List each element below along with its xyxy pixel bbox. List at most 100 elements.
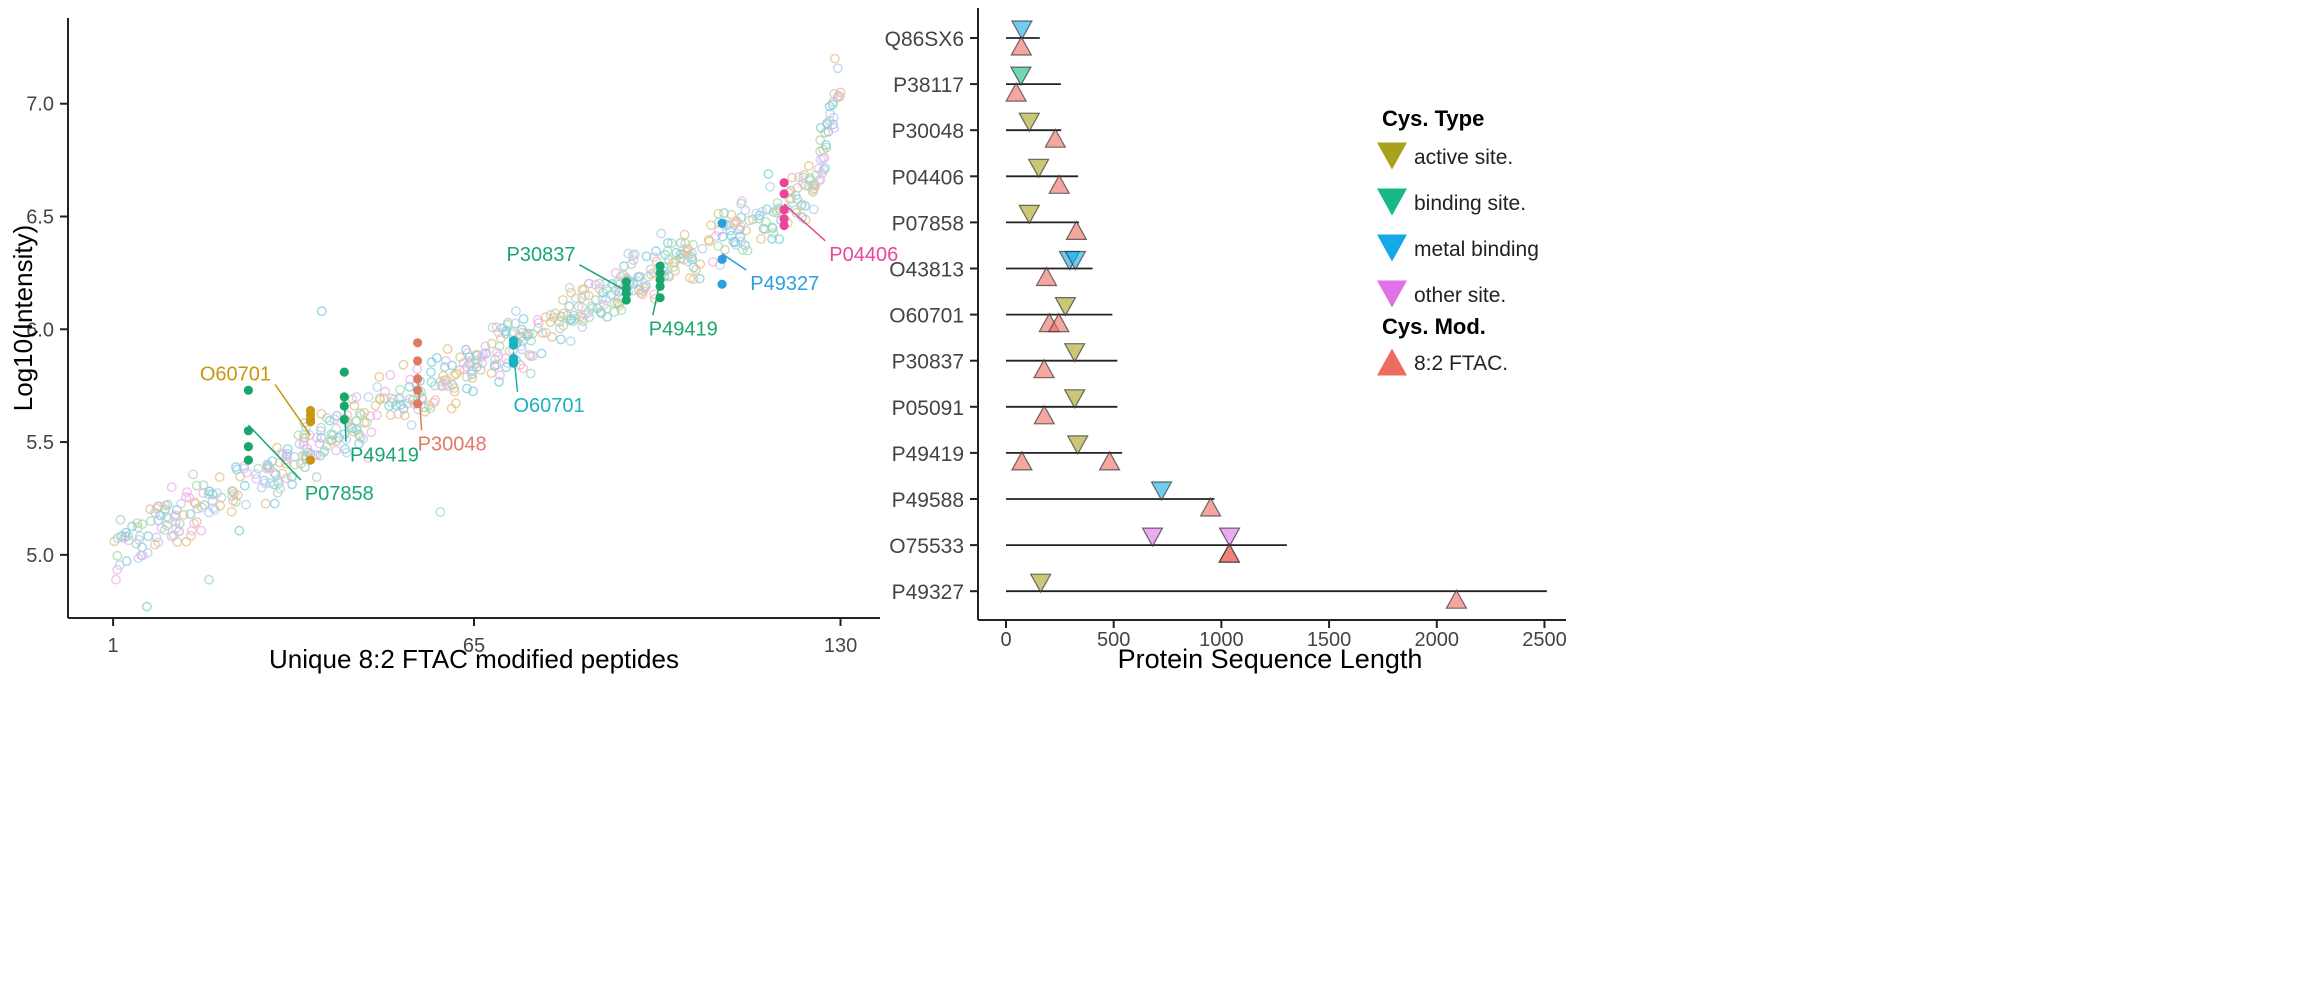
- background-point: [166, 482, 177, 493]
- background-point: [226, 506, 237, 517]
- background-point: [118, 533, 129, 544]
- background-point: [756, 233, 766, 244]
- background-point: [185, 509, 196, 519]
- background-point: [651, 246, 661, 257]
- background-point: [449, 386, 460, 397]
- background-point: [517, 344, 527, 355]
- cys-type-marker: [1029, 573, 1052, 594]
- protein-row: P49588: [892, 481, 1222, 517]
- background-point: [300, 432, 310, 443]
- protein-row: P49327: [892, 573, 1547, 609]
- background-point: [643, 271, 654, 282]
- background-points: [109, 53, 846, 612]
- background-point: [189, 518, 200, 529]
- background-point: [580, 290, 591, 301]
- cys-mod-marker: [1048, 174, 1071, 194]
- background-point: [601, 293, 611, 304]
- background-point: [637, 289, 648, 300]
- protein-id-label: P38117: [893, 74, 964, 97]
- label-leader: [512, 351, 519, 393]
- highlight-point: [621, 288, 631, 298]
- legend-title-type: Cys. Type: [1382, 106, 1484, 131]
- background-point: [455, 352, 466, 363]
- protein-id-label: O75533: [889, 535, 964, 558]
- background-point: [181, 536, 192, 547]
- protein-id-label: O60701: [889, 305, 964, 328]
- background-point: [751, 208, 762, 219]
- background-point: [353, 438, 364, 449]
- background-point: [174, 526, 184, 537]
- label-leader: [343, 395, 347, 442]
- background-point: [204, 486, 215, 497]
- background-point: [815, 135, 826, 146]
- background-point: [191, 480, 202, 491]
- background-point: [331, 445, 341, 456]
- point-label: P04406: [829, 244, 898, 266]
- background-point: [196, 525, 207, 536]
- highlight-point: [508, 358, 519, 368]
- background-point: [425, 403, 436, 413]
- legend-key-triangle-down: [1377, 142, 1407, 170]
- background-point: [354, 408, 365, 419]
- x-tick-label: 1500: [1307, 629, 1352, 651]
- background-point: [568, 316, 579, 327]
- background-point: [494, 341, 505, 352]
- background-point: [333, 432, 344, 443]
- background-point: [406, 420, 417, 430]
- protein-row: P05091: [892, 389, 1118, 425]
- background-point: [146, 516, 156, 526]
- background-point: [341, 447, 352, 458]
- background-point: [155, 510, 166, 521]
- background-point: [132, 518, 143, 528]
- background-point: [461, 383, 472, 394]
- highlight-point: [779, 214, 789, 224]
- background-point: [442, 344, 453, 354]
- background-point: [649, 252, 659, 263]
- highlight-point: [339, 367, 349, 377]
- background-point: [251, 474, 262, 484]
- background-point: [527, 328, 538, 339]
- background-point: [325, 435, 336, 446]
- background-point: [176, 498, 186, 509]
- background-point: [363, 392, 374, 402]
- highlight-point: [779, 178, 789, 188]
- protein-row: O60701: [889, 297, 1113, 333]
- protein-id-label: P04406: [892, 166, 964, 189]
- background-point: [556, 334, 566, 345]
- cys-type-marker: [1141, 527, 1164, 548]
- cys-type-marker: [1027, 158, 1050, 179]
- background-point: [185, 531, 196, 541]
- background-point: [805, 173, 815, 184]
- background-point: [468, 386, 478, 397]
- background-point: [153, 515, 164, 526]
- background-point: [198, 480, 209, 490]
- label-leader: [579, 264, 627, 292]
- cys-mod-marker: [1098, 450, 1121, 471]
- background-point: [691, 264, 701, 275]
- background-point: [711, 231, 721, 241]
- background-point: [666, 238, 677, 249]
- background-point: [601, 303, 612, 314]
- x-tick-label: 500: [1097, 629, 1130, 651]
- background-point: [471, 362, 482, 373]
- protein-id-label: P30837: [892, 351, 964, 374]
- background-point: [425, 367, 436, 377]
- protein-row: P04406: [892, 158, 1079, 194]
- background-point: [431, 352, 442, 363]
- background-point: [451, 369, 461, 379]
- background-point: [349, 400, 360, 411]
- background-point: [443, 381, 454, 392]
- legend-type-items: active site. binding site. metal binding ot…: [1377, 142, 1539, 308]
- background-point: [793, 172, 804, 183]
- cys-type-marker: [1066, 435, 1089, 456]
- background-point: [191, 516, 202, 527]
- background-point: [597, 287, 608, 298]
- background-point: [281, 451, 291, 461]
- point-label: P30837: [507, 244, 576, 266]
- background-point: [385, 410, 396, 420]
- background-point: [550, 308, 561, 319]
- background-point: [116, 531, 127, 541]
- label-leader: [416, 373, 423, 431]
- background-point: [740, 205, 751, 216]
- legend-item-label: other site.: [1414, 284, 1506, 307]
